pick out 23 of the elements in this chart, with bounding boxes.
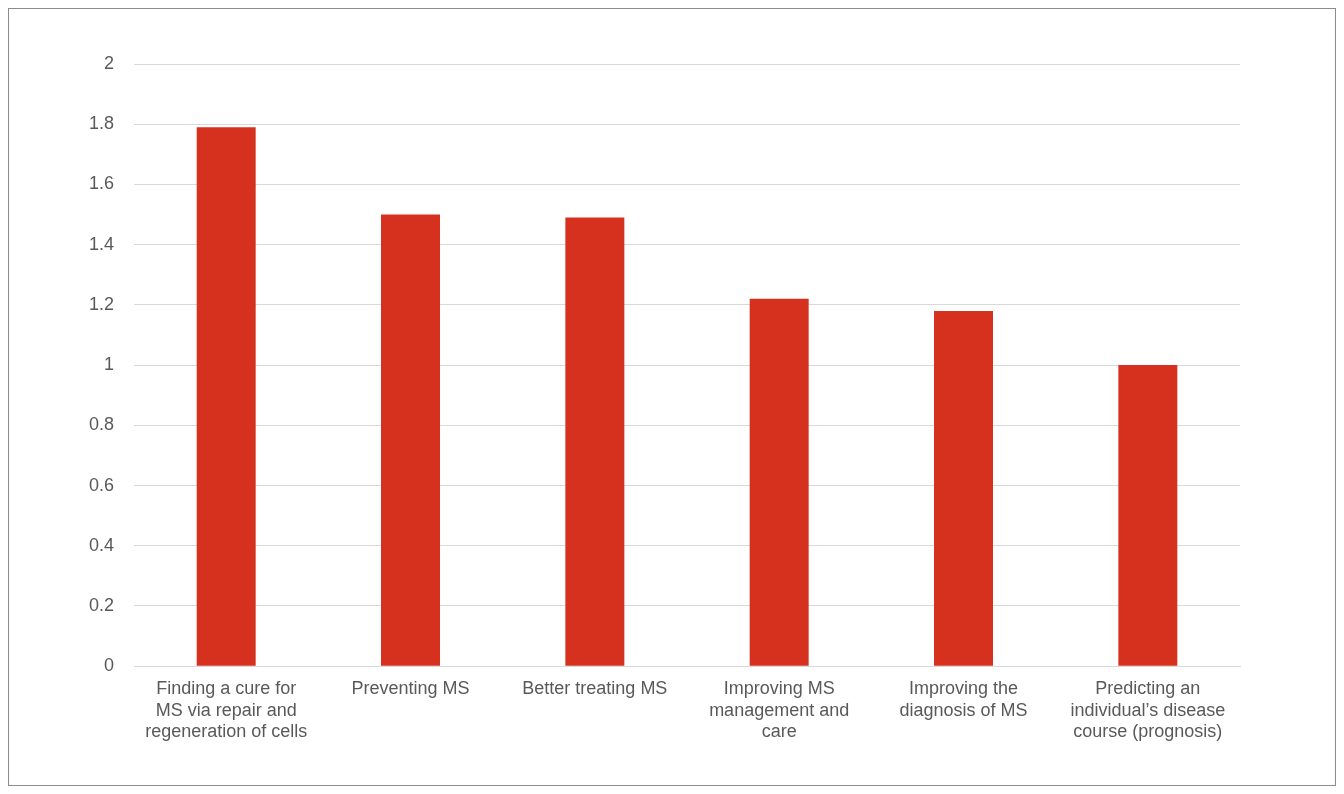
y-tick-label: 0.6 xyxy=(88,474,115,495)
bar xyxy=(749,298,809,666)
y-tick-label: 1 xyxy=(104,354,115,375)
y-tick-label: 0.2 xyxy=(88,594,115,615)
y-tick-label: 1.2 xyxy=(88,293,115,314)
y-tick-label: 1.6 xyxy=(88,173,115,194)
x-tick-label: Improving the diagnosis of MS xyxy=(899,677,1028,720)
y-tick-label: 0 xyxy=(104,655,115,676)
x-tick-label: Finding a cure for MS via repair and regeneration of cells xyxy=(145,677,308,742)
x-tick-label: Preventing MS xyxy=(351,677,470,698)
bar xyxy=(196,127,256,666)
y-tick-label: 1.4 xyxy=(88,233,115,254)
y-tick-label: 1.8 xyxy=(88,113,115,134)
y-tick-label: 2 xyxy=(104,52,115,73)
x-tick-label: Improving MS management and care xyxy=(709,677,850,742)
bar xyxy=(381,214,441,666)
y-tick-label: 0.8 xyxy=(88,414,115,435)
bar xyxy=(565,217,625,666)
bar xyxy=(1118,365,1178,666)
bar xyxy=(934,310,993,666)
y-tick-label: 0.4 xyxy=(88,534,115,555)
x-tick-label: Predicting an individual’s disease course (prognosis) xyxy=(1070,677,1226,742)
x-tick-label: Better treating MS xyxy=(522,677,668,698)
